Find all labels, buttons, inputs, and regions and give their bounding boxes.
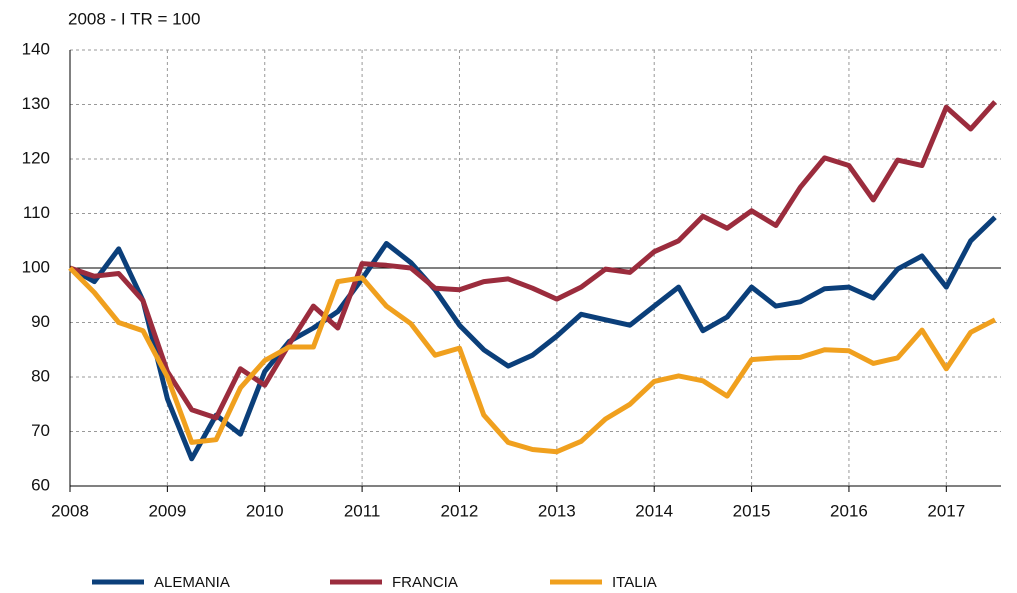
series-line (68, 215, 997, 462)
x-tick-label: 2011 (344, 501, 381, 520)
x-tick-label: 2008 (51, 501, 89, 520)
y-tick-label: 100 (22, 257, 50, 276)
y-tick-label: 80 (31, 366, 50, 385)
series-line (68, 266, 997, 455)
x-tick-label: 2014 (635, 501, 673, 520)
x-tick-label: 2009 (148, 501, 186, 520)
y-tick-label: 130 (22, 94, 50, 113)
y-tick-label: 110 (23, 203, 50, 222)
y-tick-label: 140 (22, 39, 50, 58)
x-tick-label: 2013 (538, 501, 576, 520)
y-axis-label: 2008 - I TR = 100 (68, 9, 200, 28)
y-tick-label: 90 (31, 312, 50, 331)
x-tick-label: 2012 (441, 501, 479, 520)
legend-label: ITALIA (612, 574, 657, 591)
y-tick-label: 120 (22, 148, 50, 167)
x-tick-label: 2017 (927, 501, 965, 520)
y-tick-label: 60 (31, 475, 50, 494)
legend-label: ALEMANIA (154, 574, 230, 591)
x-tick-label: 2010 (246, 501, 284, 520)
legend-label: FRANCIA (392, 574, 458, 591)
series-line (69, 100, 997, 421)
x-tick-label: 2015 (733, 501, 771, 520)
x-tick-label: 2016 (830, 501, 868, 520)
y-tick-label: 70 (31, 421, 50, 440)
